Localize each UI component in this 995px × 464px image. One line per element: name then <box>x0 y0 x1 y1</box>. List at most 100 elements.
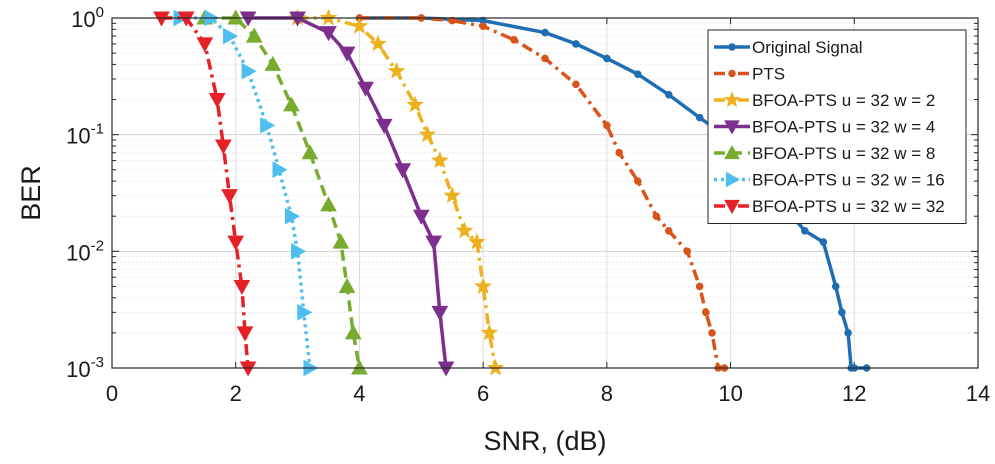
data-point <box>708 329 716 337</box>
data-point <box>510 36 518 44</box>
series-4 <box>239 11 455 377</box>
legend-item: Original Signal <box>714 38 863 57</box>
legend-swatch-marker <box>728 69 736 78</box>
data-point <box>633 70 642 78</box>
data-point <box>196 37 214 53</box>
data-point <box>486 358 505 376</box>
data-point <box>443 186 462 204</box>
data-point <box>221 189 238 205</box>
series-6 <box>173 9 319 377</box>
data-point <box>431 151 449 169</box>
data-point <box>695 282 704 291</box>
data-point <box>153 11 170 27</box>
data-point <box>239 11 257 27</box>
y-tick-label: 100 <box>71 4 104 32</box>
data-point <box>480 323 499 341</box>
data-point <box>603 54 611 63</box>
data-point <box>227 235 245 251</box>
data-point <box>369 34 387 52</box>
data-point <box>245 27 263 43</box>
data-point <box>344 324 362 340</box>
data-point <box>664 90 673 99</box>
data-point <box>320 26 337 42</box>
series-line <box>204 16 362 369</box>
data-point <box>572 40 580 48</box>
data-point <box>338 46 356 62</box>
data-point <box>387 61 406 79</box>
data-point <box>227 9 245 25</box>
data-point <box>301 144 319 160</box>
data-point <box>236 326 254 342</box>
data-point <box>455 221 474 239</box>
legend-label: PTS <box>752 65 785 84</box>
data-point <box>350 16 369 34</box>
series-2 <box>355 14 729 372</box>
data-point <box>425 235 443 251</box>
data-point <box>233 279 251 295</box>
y-axis-title: BER <box>16 165 46 221</box>
data-point <box>541 54 549 63</box>
data-point <box>844 329 852 337</box>
data-point <box>603 121 611 130</box>
legend-item: BFOA-PTS u = 32 w = 4 <box>714 118 935 137</box>
data-point <box>375 118 393 134</box>
x-tick-label: 4 <box>353 381 365 406</box>
data-point <box>418 125 437 143</box>
data-point <box>831 282 840 291</box>
legend-swatch-marker <box>725 171 741 188</box>
legend-label: BFOA-PTS u = 32 w = 16 <box>752 171 945 190</box>
series-5 <box>196 9 368 375</box>
data-point <box>241 62 257 80</box>
data-point <box>260 117 276 134</box>
data-point <box>357 81 374 97</box>
data-point <box>448 16 457 25</box>
legend-swatch-marker <box>728 43 736 51</box>
data-point <box>664 226 673 235</box>
x-tick-label: 8 <box>601 381 613 406</box>
data-point <box>702 308 710 317</box>
legend-swatch-marker <box>724 120 740 135</box>
data-point <box>695 113 704 122</box>
data-point <box>320 196 337 212</box>
data-point <box>479 22 487 31</box>
data-point <box>683 247 692 256</box>
data-point <box>615 148 624 157</box>
data-point <box>431 305 449 321</box>
data-point <box>801 226 809 235</box>
y-tick-label: 10-1 <box>66 121 104 149</box>
data-point <box>819 238 828 246</box>
legend-item: BFOA-PTS u = 32 w = 8 <box>714 144 935 163</box>
legend-item: BFOA-PTS u = 32 w = 2 <box>714 91 935 110</box>
data-point <box>406 95 424 113</box>
plot-frame <box>111 17 979 369</box>
data-point <box>351 359 368 375</box>
data-point <box>289 11 306 27</box>
legend: Original Signal PTS BFOA-PTS u = 32 w = 2 B… <box>707 29 967 224</box>
y-tick-label: 10-3 <box>66 354 104 382</box>
data-point <box>283 96 300 112</box>
legend-item: PTS <box>714 65 785 84</box>
data-point <box>272 161 288 179</box>
x-tick-label: 6 <box>477 381 489 406</box>
legend-box <box>707 29 967 224</box>
data-point <box>291 242 307 260</box>
data-point <box>264 55 282 71</box>
data-point <box>437 361 455 377</box>
legend-swatch-marker <box>724 144 740 160</box>
series-line <box>180 16 312 369</box>
data-point <box>838 308 846 317</box>
data-point <box>338 277 356 293</box>
x-tick-label: 14 <box>966 381 990 406</box>
data-point <box>239 361 257 377</box>
legend-swatch-marker <box>723 91 741 108</box>
x-tick-label: 2 <box>230 381 242 406</box>
data-point <box>223 27 239 45</box>
legend-label: BFOA-PTS u = 32 w = 4 <box>752 118 935 137</box>
legend-swatch-marker <box>724 199 740 215</box>
data-point <box>214 139 232 155</box>
series-line <box>161 16 250 369</box>
data-point <box>652 212 661 221</box>
data-point <box>474 277 492 294</box>
legend-label: BFOA-PTS u = 32 w = 8 <box>752 144 935 163</box>
